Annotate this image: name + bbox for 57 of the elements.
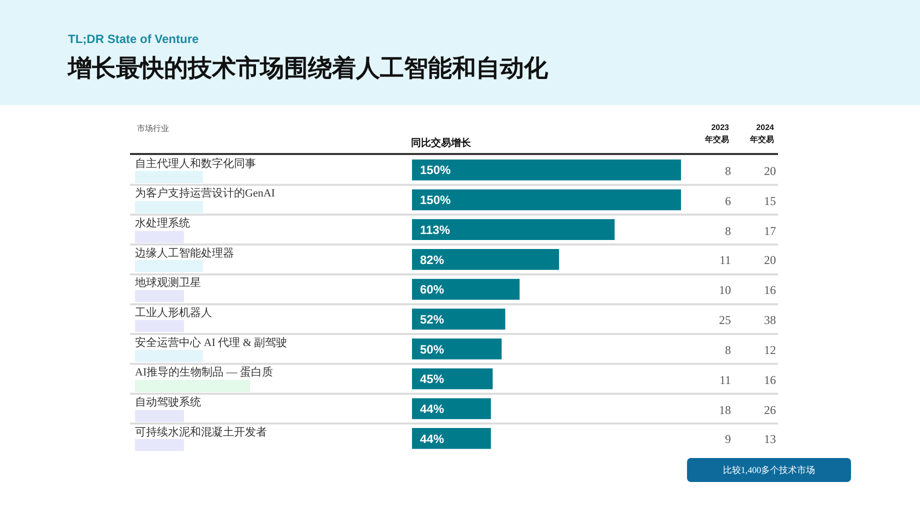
bar xyxy=(412,248,560,270)
data-label: 44% xyxy=(420,432,444,446)
chart-title: 增长最快的技术市场围绕着人工智能和自动化 xyxy=(68,54,548,84)
data-label: 25 xyxy=(719,313,731,328)
data-label: 6 xyxy=(725,194,731,208)
data-label: 17 xyxy=(764,224,776,238)
y-tick-label: 自动驾驶系统 xyxy=(135,396,201,409)
bar xyxy=(412,159,681,180)
data-label: 18 xyxy=(719,402,731,417)
data-label: 113% xyxy=(420,222,450,237)
data-label: 15 xyxy=(764,194,776,208)
data-label: 20 xyxy=(764,164,776,178)
bar xyxy=(412,219,615,240)
data-label: 8 xyxy=(725,224,731,238)
bar xyxy=(412,338,502,360)
data-label: 16 xyxy=(764,283,776,298)
button: 比较1,400多个技术市场 xyxy=(687,458,851,482)
y-tick-label: 自主代理人和数字化同事 xyxy=(135,156,256,170)
data-label: 10 xyxy=(719,283,731,298)
data-label: 82% xyxy=(420,252,444,267)
text: TL;DR State of Venture xyxy=(68,32,199,46)
data-label: 13 xyxy=(764,432,776,446)
data-label: 150% xyxy=(420,163,452,178)
data-label: 16 xyxy=(764,372,776,387)
data-label: 12 xyxy=(764,342,776,357)
data-label: 44% xyxy=(420,402,444,416)
y-tick-label: 地球观测卫星 xyxy=(134,276,201,290)
bar xyxy=(412,398,491,420)
y-tick-label: 水处理系统 xyxy=(135,216,190,230)
y-axis-title: 市场行业 xyxy=(137,124,169,134)
data-label: 26 xyxy=(764,402,776,417)
data-label: 52% xyxy=(420,312,444,326)
data-label: 20 xyxy=(764,253,776,268)
text: 2023 年交易 xyxy=(705,122,729,146)
data-label: 60% xyxy=(420,282,444,297)
bar xyxy=(412,278,520,300)
bar xyxy=(412,368,493,390)
y-tick-label: 工业人形机器人 xyxy=(135,306,212,320)
y-tick-label: 安全运营中心 AI 代理 & 副驾驶 xyxy=(135,336,288,349)
x-axis-title: 同比交易增长 xyxy=(411,136,472,149)
data-label: 9 xyxy=(725,432,731,446)
bar xyxy=(412,428,491,449)
data-label: 8 xyxy=(725,342,731,357)
bar xyxy=(412,308,506,330)
data-label: 45% xyxy=(420,372,444,386)
data-label: 11 xyxy=(719,372,731,387)
data-label: 150% xyxy=(420,193,452,208)
data-label: 11 xyxy=(719,253,731,268)
data-label: 38 xyxy=(764,313,776,328)
text: 2024 年交易 xyxy=(750,122,774,146)
y-tick-label: 边缘人工智能处理器 xyxy=(135,246,234,260)
y-tick-label: 可持续水泥和混凝土开发者 xyxy=(135,425,267,438)
data-label: 8 xyxy=(725,164,731,178)
data-label: 50% xyxy=(420,342,444,356)
bar xyxy=(412,189,681,210)
y-tick-label: 为客户支持运营设计的GenAI xyxy=(135,186,276,200)
y-tick-label: AI推导的生物制品 — 蛋白质 xyxy=(135,366,274,379)
